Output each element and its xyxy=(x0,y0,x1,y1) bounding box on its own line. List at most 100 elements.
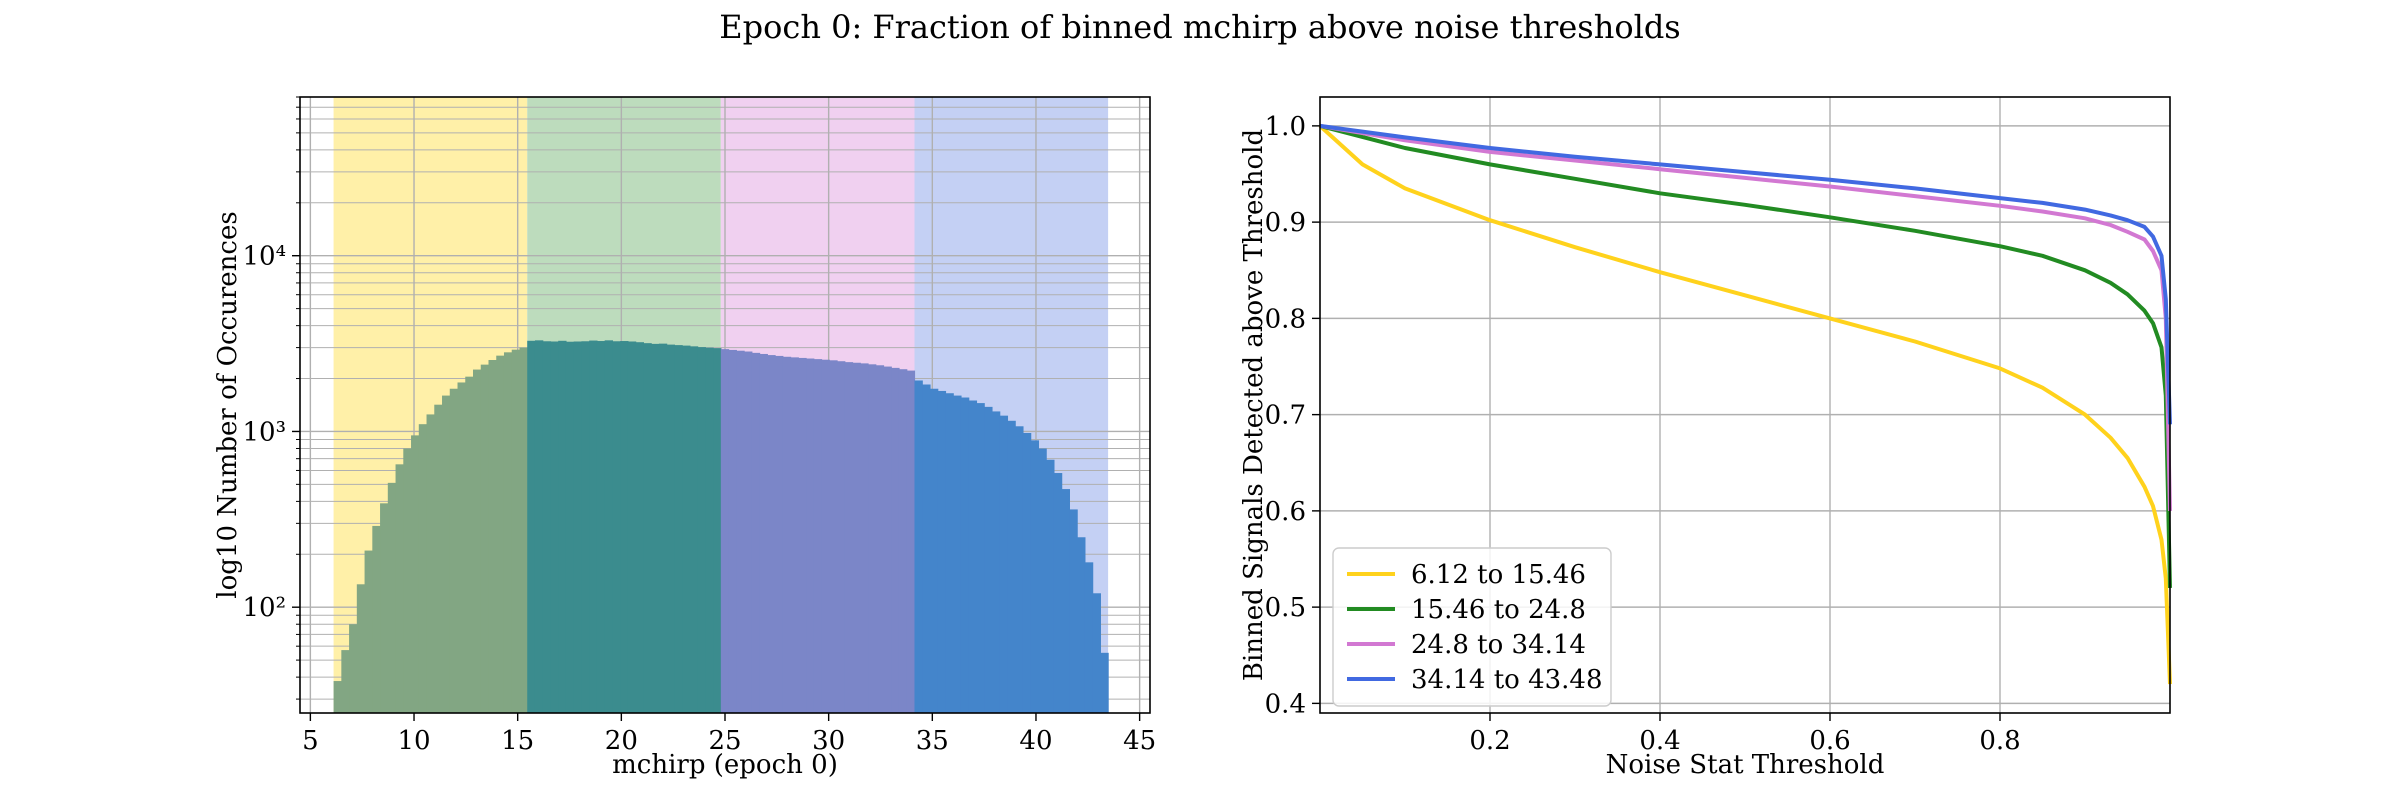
hist-bar xyxy=(503,352,513,713)
hist-bar xyxy=(643,343,652,713)
hist-bar xyxy=(1030,440,1040,713)
hist-bar xyxy=(837,361,846,713)
hist-bar xyxy=(968,400,978,713)
hist-bar xyxy=(1100,652,1109,713)
hist-bar xyxy=(945,393,954,713)
hist-bar xyxy=(689,346,699,713)
line-y-tick-label: 0.6 xyxy=(1265,497,1306,527)
hist-bar xyxy=(449,388,459,713)
hist-bar xyxy=(651,343,660,713)
hist-bar xyxy=(999,415,1009,713)
hist-bar xyxy=(1084,562,1094,713)
hist-bar xyxy=(635,342,644,713)
hist-bar xyxy=(403,448,412,713)
hist-bar xyxy=(883,366,892,713)
hist-bar xyxy=(891,367,900,713)
hist-bar xyxy=(736,350,745,713)
hist-bar xyxy=(380,503,389,713)
hist-bar xyxy=(1053,473,1063,713)
hist-bar xyxy=(767,355,776,713)
hist-bar xyxy=(496,355,505,713)
hist-bar xyxy=(798,357,807,713)
hist-bar xyxy=(720,349,730,713)
hist-bar xyxy=(906,370,916,713)
hist-y-tick-label: 10³ xyxy=(242,417,286,447)
hist-x-tick-label: 20 xyxy=(605,726,638,756)
legend-label-1: 15.46 to 24.8 xyxy=(1411,595,1586,625)
line-x-tick-label: 0.6 xyxy=(1809,726,1850,756)
hist-bar xyxy=(775,355,784,713)
hist-x-tick-label: 10 xyxy=(397,726,430,756)
hist-bar xyxy=(527,340,536,713)
line-chart-y-axis-label: Binned Signals Detected above Threshold xyxy=(1239,129,1269,681)
hist-bar xyxy=(1069,509,1078,713)
line-chart-series xyxy=(1318,123,2172,685)
hist-bar xyxy=(1038,448,1047,713)
hist-bar xyxy=(790,357,799,713)
hist-bar xyxy=(953,395,962,713)
line-chart-frame xyxy=(1319,96,2171,714)
hist-bar xyxy=(519,347,528,713)
hist-bar xyxy=(364,550,373,713)
hist-bar xyxy=(612,341,621,713)
hist-bar xyxy=(728,349,737,713)
hist-bar xyxy=(937,390,947,713)
hist-bar xyxy=(875,365,885,713)
hist-bar xyxy=(674,345,683,713)
line-y-tick-label: 0.5 xyxy=(1265,593,1306,623)
hist-bar xyxy=(341,650,350,713)
hist-x-tick-label: 25 xyxy=(708,726,741,756)
line-series-0 xyxy=(1318,124,2172,685)
hist-bar xyxy=(1015,426,1024,713)
hist-bar xyxy=(1022,432,1032,713)
hist-bar xyxy=(620,341,629,713)
line-chart-ticks: 0.2 0.4 0.6 0.8 0.4 0.5 0.6 0.7 0.8 0.9 1.0 xyxy=(1265,112,2021,756)
hist-bar xyxy=(914,380,923,713)
hist-bar xyxy=(666,344,675,713)
hist-bar xyxy=(898,369,908,713)
hist-bar xyxy=(852,362,861,713)
hist-bar xyxy=(473,369,482,713)
line-x-tick-label: 0.4 xyxy=(1639,726,1680,756)
hist-bar xyxy=(511,349,521,713)
hist-bar xyxy=(418,424,428,713)
hist-bar xyxy=(1061,489,1070,713)
hist-x-tick-label: 30 xyxy=(812,726,845,756)
line-chart-x-axis-label: Noise Stat Threshold xyxy=(1606,750,1885,780)
hist-bar xyxy=(868,364,877,713)
hist-bar xyxy=(751,352,761,713)
histogram-bars xyxy=(333,340,1109,713)
hist-bar xyxy=(829,360,838,713)
hist-x-tick-label: 5 xyxy=(302,726,319,756)
hist-bar xyxy=(604,340,614,713)
hist-bar xyxy=(697,347,706,713)
hist-bar xyxy=(372,525,381,713)
hist-y-tick-label: 10² xyxy=(242,593,286,623)
hist-bar xyxy=(457,382,466,713)
hist-bar xyxy=(844,362,854,713)
line-y-tick-label: 0.7 xyxy=(1265,401,1306,431)
hist-bar xyxy=(558,340,567,713)
hist-bar xyxy=(1077,537,1086,713)
line-series-1 xyxy=(1319,123,2172,588)
hist-bar xyxy=(573,341,583,713)
hist-bar xyxy=(395,464,404,713)
hist-bar xyxy=(860,363,869,713)
hist-bar xyxy=(929,388,939,713)
hist-bar xyxy=(565,341,575,713)
hist-x-tick-label: 45 xyxy=(1123,726,1156,756)
line-y-tick-label: 1.0 xyxy=(1265,112,1306,142)
hist-bar xyxy=(550,341,559,713)
hist-bar xyxy=(589,340,598,713)
hist-bar xyxy=(349,624,358,713)
line-y-tick-label: 0.8 xyxy=(1265,304,1306,334)
histogram-x-axis-label: mchirp (epoch 0) xyxy=(612,750,838,780)
hist-y-tick-label: 10⁴ xyxy=(242,242,286,272)
hist-bar xyxy=(442,395,451,713)
hist-bar xyxy=(713,348,722,713)
histogram-ticks: 5 10 15 20 25 30 35 40 45 10² 10³ 10⁴ xyxy=(242,96,1156,756)
hist-bar xyxy=(705,347,714,713)
hist-bar xyxy=(426,414,435,713)
